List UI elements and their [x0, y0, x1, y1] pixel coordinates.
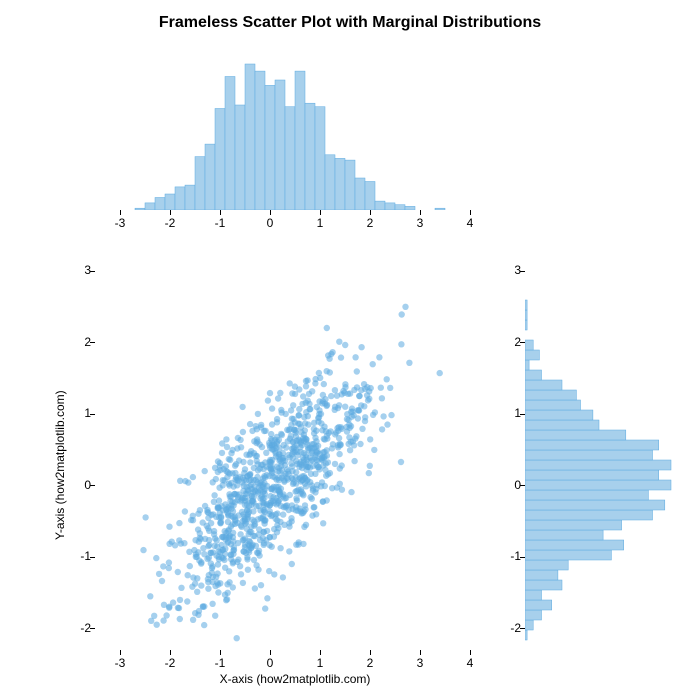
y-tick-label: 0 [65, 478, 91, 492]
x-tick-label: 0 [255, 656, 285, 670]
y-tick-label: 3 [65, 263, 91, 277]
x-tick-label: -3 [105, 216, 135, 230]
x-tick-label: 4 [455, 216, 485, 230]
x-tick-label: 4 [455, 656, 485, 670]
x-tick-label: 2 [355, 216, 385, 230]
x-tick-label: 3 [405, 656, 435, 670]
x-tick-label: 3 [405, 216, 435, 230]
y-tick-label: -1 [495, 549, 521, 563]
main-scatter-plot [95, 250, 495, 650]
x-tick-label: -1 [205, 216, 235, 230]
x-tick-label: -2 [155, 656, 185, 670]
y-tick-label: 1 [65, 406, 91, 420]
y-tick-label: 3 [495, 263, 521, 277]
right-marginal-histogram [525, 250, 675, 650]
y-tick-label: -2 [65, 621, 91, 635]
x-tick-label: 2 [355, 656, 385, 670]
x-tick-label: -1 [205, 656, 235, 670]
x-tick-label: 1 [305, 656, 335, 670]
x-axis-label: X-axis (how2matplotlib.com) [95, 672, 495, 686]
x-tick-label: -2 [155, 216, 185, 230]
y-tick-label: 2 [65, 335, 91, 349]
y-tick-label: -1 [65, 549, 91, 563]
y-tick-label: 2 [495, 335, 521, 349]
y-tick-label: -2 [495, 621, 521, 635]
top-marginal-histogram [95, 60, 495, 210]
y-tick-label: 0 [495, 478, 521, 492]
x-tick-label: 0 [255, 216, 285, 230]
y-tick-label: 1 [495, 406, 521, 420]
x-tick-label: 1 [305, 216, 335, 230]
chart-title: Frameless Scatter Plot with Marginal Dis… [0, 14, 700, 32]
x-tick-label: -3 [105, 656, 135, 670]
